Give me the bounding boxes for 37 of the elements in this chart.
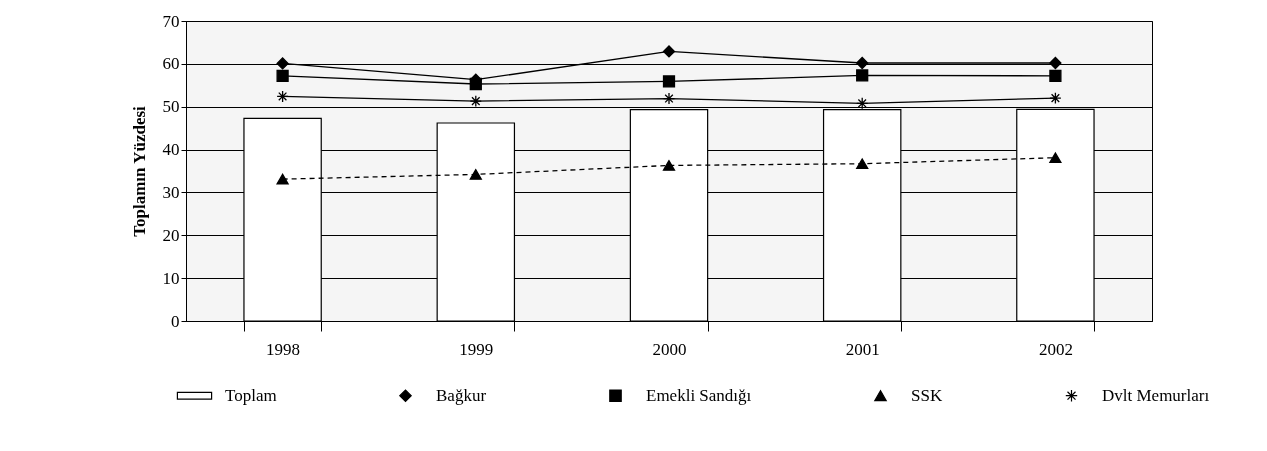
y-tick-label: 0 xyxy=(171,311,180,331)
point xyxy=(276,173,289,185)
point xyxy=(1049,56,1062,70)
y-tick-label: 60 xyxy=(162,54,180,74)
x-tick-label: 1998 xyxy=(266,339,301,359)
point xyxy=(856,158,869,170)
point xyxy=(662,75,676,88)
x-tick-label: 2000 xyxy=(652,339,687,359)
legend-label: Toplam xyxy=(225,385,277,405)
x-tick-label: 2001 xyxy=(845,339,880,359)
point xyxy=(469,95,482,108)
y-axis-title: Toplamın Yüzdesi xyxy=(129,105,149,237)
x-tick-label: 2002 xyxy=(1038,339,1073,359)
point xyxy=(662,92,676,105)
point xyxy=(469,169,482,180)
legend-label: Dvlt Memurları xyxy=(1102,385,1210,405)
point xyxy=(662,160,676,171)
point xyxy=(276,57,289,70)
point xyxy=(856,97,869,110)
point xyxy=(856,56,869,70)
point xyxy=(276,90,289,103)
point xyxy=(1049,152,1062,164)
point xyxy=(662,45,676,58)
point xyxy=(856,69,869,82)
point xyxy=(1049,92,1062,105)
y-tick-label: 10 xyxy=(162,268,180,288)
y-tick-label: 50 xyxy=(162,97,180,117)
y-tick-label: 70 xyxy=(162,11,180,31)
x-tick-label: 1999 xyxy=(459,339,494,359)
legend-label: SSK xyxy=(911,385,943,405)
y-tick-label: 30 xyxy=(162,182,180,202)
y-tick-label: 40 xyxy=(162,140,180,160)
legend-label: Emekli Sandığı xyxy=(646,385,752,405)
legend-label: Bağkur xyxy=(436,385,487,405)
y-tick-label: 20 xyxy=(162,225,180,245)
point xyxy=(1049,69,1062,82)
point xyxy=(276,69,289,82)
